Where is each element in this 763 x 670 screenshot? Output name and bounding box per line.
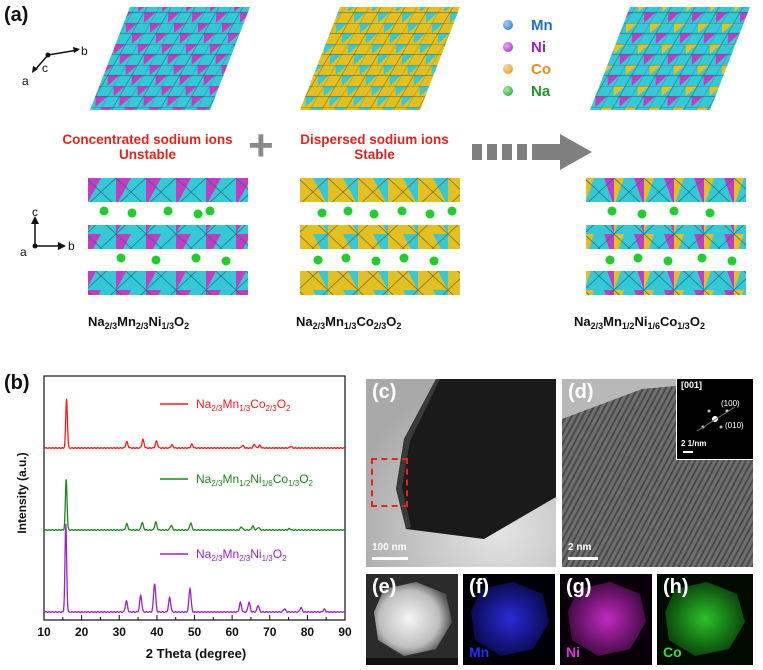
xrd-series-line bbox=[43, 479, 346, 532]
xrd-chart: Intensity (a.u.) 2 Theta (degree) 10 20 30… bbox=[15, 375, 352, 661]
panel-f-mn-map: (f) Mn bbox=[463, 574, 555, 665]
caption-dispersed: Dispersed sodium ions Stable bbox=[300, 132, 449, 162]
xrd-series-line bbox=[43, 398, 346, 450]
scale-label-d: 2 nm bbox=[568, 542, 592, 553]
ni-sphere-icon bbox=[503, 42, 513, 52]
panel-a-label: (a) bbox=[4, 4, 29, 26]
y-axis-label: Intensity (a.u.) bbox=[15, 452, 29, 533]
x-tick-label: 20 bbox=[75, 625, 89, 639]
scale-bar-d bbox=[568, 557, 598, 560]
saed-zone-axis: [001] bbox=[681, 380, 703, 390]
lattice-top-left bbox=[90, 7, 250, 110]
scale-label-c: 100 nm bbox=[372, 542, 407, 553]
x-tick-label: 60 bbox=[225, 625, 239, 639]
x-tick-label: 80 bbox=[301, 625, 315, 639]
panel-e-haadf-image: (e) bbox=[366, 574, 458, 665]
mn-sphere-icon bbox=[503, 20, 513, 30]
x-tick-label: 50 bbox=[188, 625, 202, 639]
panel-d-label: (d) bbox=[568, 381, 594, 403]
svg-text:c: c bbox=[42, 61, 48, 75]
x-tick-label: 90 bbox=[338, 625, 352, 639]
zoom-region-box bbox=[371, 458, 408, 507]
co-sphere-icon bbox=[503, 64, 513, 74]
legend-label: Na2/3Mn1/3Co2/3O2 bbox=[196, 397, 291, 413]
legend-item-na: Na bbox=[503, 80, 573, 102]
saed-spot-010: (010) bbox=[725, 421, 744, 430]
formula-nmco: Na2/3Mn1/3Co2/3O2 bbox=[296, 314, 402, 331]
x-tick-label: 70 bbox=[263, 625, 277, 639]
saed-scale-label: 2 1/nm bbox=[681, 439, 707, 448]
panel-d-hrtem-image: (d) 2 nm [001] (100) (010) 2 1/nm bbox=[562, 379, 753, 567]
eds-label-ni: Ni bbox=[566, 644, 580, 660]
dashed-arrow-icon bbox=[472, 134, 592, 170]
panel-b-label: (b) bbox=[4, 372, 30, 394]
legend-label: Na2/3Mn1/2Ni1/6Co1/3O2 bbox=[196, 472, 314, 488]
saed-spot-100: (100) bbox=[721, 399, 740, 408]
panel-f-label: (f) bbox=[469, 576, 489, 598]
layered-structure-middle bbox=[300, 178, 460, 295]
panel-c-label: (c) bbox=[372, 381, 397, 403]
element-legend: Mn Ni Co Na bbox=[503, 14, 573, 102]
saed-scale-bar bbox=[683, 451, 693, 453]
panel-g-label: (g) bbox=[566, 576, 592, 598]
na-sphere-icon bbox=[503, 86, 513, 96]
layered-structure-left bbox=[88, 178, 248, 295]
caption-concentrated: Concentrated sodium ions Unstable bbox=[62, 132, 233, 162]
lattice-top-right bbox=[590, 7, 750, 110]
xrd-series-line bbox=[43, 523, 346, 614]
scale-bar-c bbox=[372, 557, 408, 560]
legend-label: Na2/3Mn2/3Ni1/3O2 bbox=[196, 547, 287, 563]
x-axis-label: 2 Theta (degree) bbox=[146, 646, 246, 661]
formula-nmno: Na2/3Mn2/3Ni1/3O2 bbox=[88, 314, 190, 331]
x-tick-label: 40 bbox=[150, 625, 164, 639]
svg-text:a: a bbox=[22, 74, 29, 88]
svg-text:a: a bbox=[20, 245, 27, 259]
eds-label-mn: Mn bbox=[469, 644, 490, 660]
legend-item-ni: Ni bbox=[503, 36, 573, 58]
legend-item-mn: Mn bbox=[503, 14, 573, 36]
svg-text:c: c bbox=[32, 208, 38, 219]
panel-h-co-map: (h) Co bbox=[657, 574, 753, 665]
plot-frame bbox=[43, 375, 346, 621]
layered-structure-right bbox=[586, 178, 746, 295]
saed-inset: [001] (100) (010) 2 1/nm bbox=[676, 379, 753, 460]
panel-h-label: (h) bbox=[663, 576, 689, 598]
formula-nmnco: Na2/3Mn1/2Ni1/6Co1/3O2 bbox=[574, 314, 705, 331]
axes-indicator-top: b c a bbox=[22, 44, 88, 88]
svg-text:b: b bbox=[81, 44, 88, 58]
eds-label-co: Co bbox=[663, 644, 682, 660]
x-tick-label: 30 bbox=[113, 625, 127, 639]
svg-text:b: b bbox=[68, 239, 75, 253]
panel-g-ni-map: (g) Ni bbox=[560, 574, 652, 665]
panel-c-tem-image: (c) 100 nm bbox=[366, 379, 556, 567]
panel-e-label: (e) bbox=[372, 576, 397, 598]
lattice-top-middle bbox=[300, 7, 460, 110]
axes-indicator-bottom: c b a bbox=[20, 208, 75, 259]
plus-symbol: + bbox=[248, 121, 274, 170]
x-tick-label: 10 bbox=[37, 625, 51, 639]
legend-item-co: Co bbox=[503, 58, 573, 80]
